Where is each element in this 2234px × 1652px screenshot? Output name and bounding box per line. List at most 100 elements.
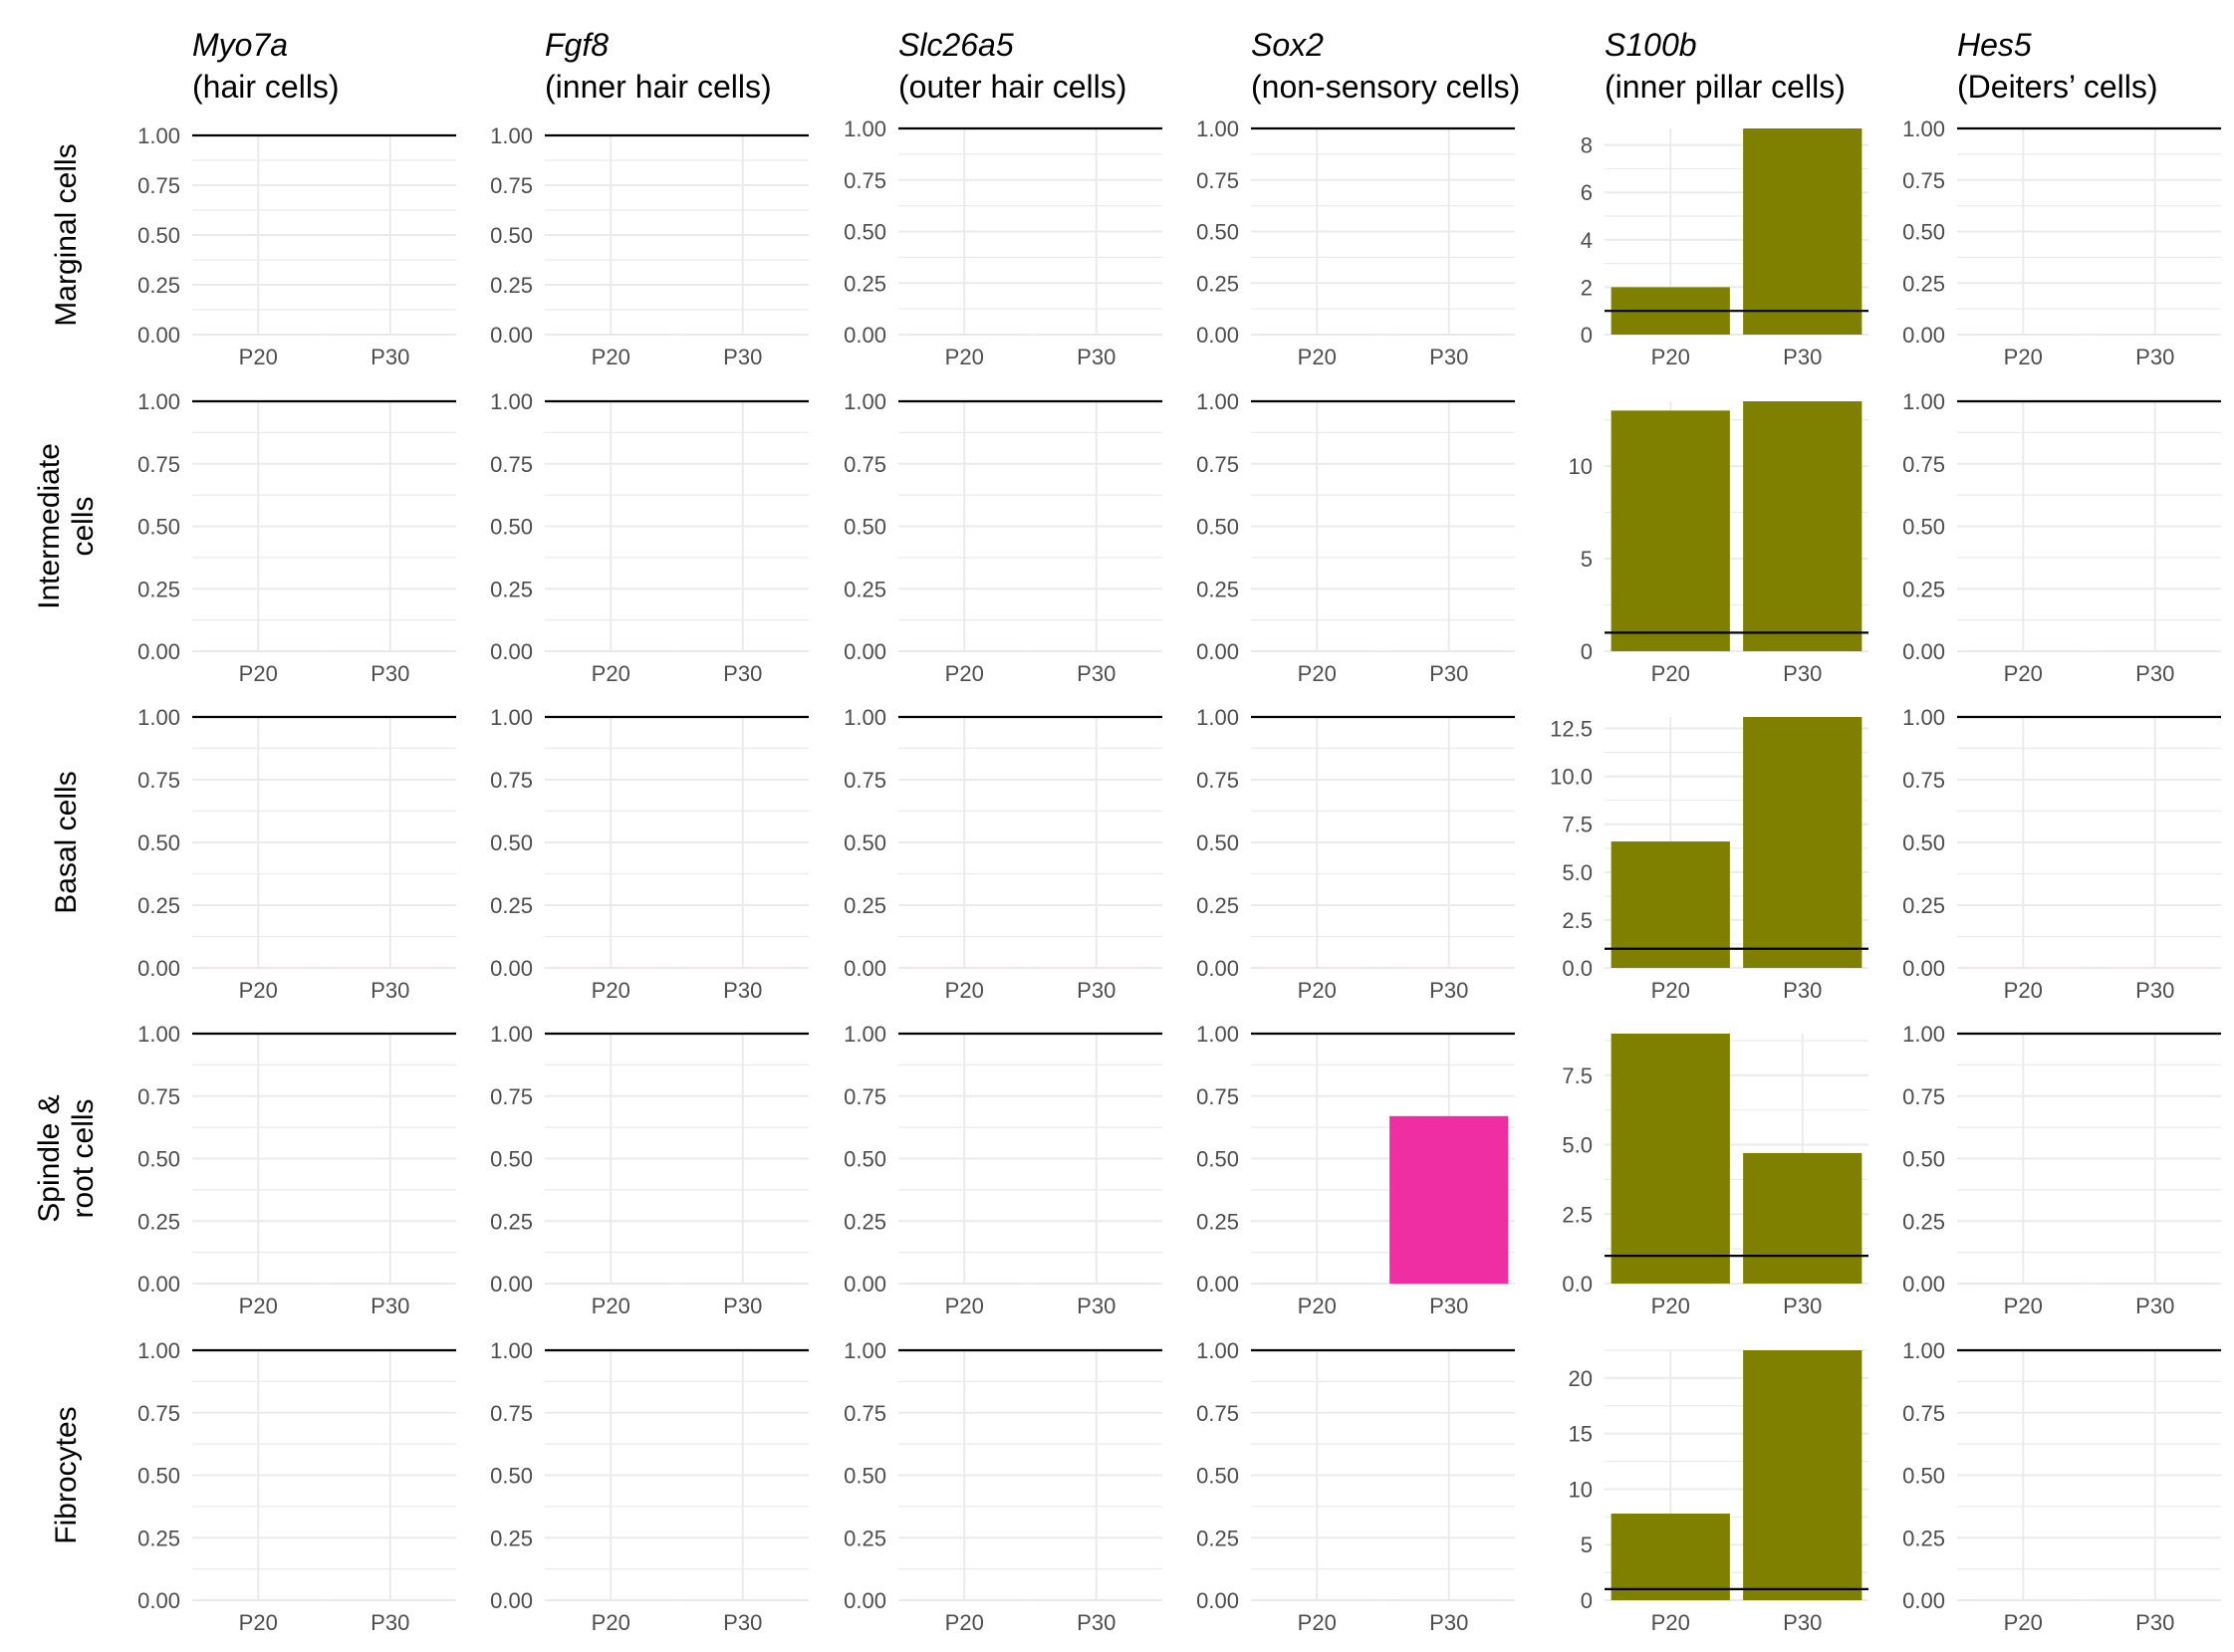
y-tick-label: 0.25 [1196,1209,1239,1234]
y-tick-label: 0.50 [490,1147,533,1172]
facet-panel: 0.00 0.25 0.50 0.75 1.00 P20 P30 [490,1022,809,1318]
x-tick-label: P20 [239,1610,278,1635]
x-tick-label: P30 [1077,661,1116,686]
y-tick-label: 0.75 [1902,1084,1945,1109]
y-tick-label: 15 [1569,1422,1593,1447]
y-tick-label: 1.00 [1196,1022,1239,1047]
x-tick-label: P30 [1077,345,1116,369]
y-tick-label: 0.25 [1902,577,1945,601]
y-tick-label: 0.50 [844,220,886,245]
facet-panel: 0 5 10 P20 P30 [1569,401,1868,686]
y-tick-label: 1.00 [844,389,886,414]
y-tick-label: 1.00 [490,1022,533,1047]
bar [1611,1034,1730,1284]
x-tick-label: P30 [723,661,762,686]
x-tick-label: P20 [2004,661,2043,686]
facet-panel: 0.00 0.25 0.50 0.75 1.00 P20 P30 [1196,705,1515,1003]
x-tick-label: P30 [2135,1610,2174,1635]
x-tick-label: P20 [1651,345,1690,369]
y-tick-label: 0.50 [1902,830,1945,855]
x-tick-label: P20 [1298,978,1337,1003]
facet-panel: 0.00 0.25 0.50 0.75 1.00 P20 P30 [844,705,1162,1003]
y-tick-label: 0.75 [1196,452,1239,477]
y-tick-label: 0.00 [844,1588,886,1613]
y-tick-label: 1.00 [1196,117,1239,141]
y-tick-label: 1.00 [137,1022,180,1047]
column-cell-type: (outer hair cells) [898,69,1126,105]
y-tick-label: 0.50 [1902,1147,1945,1172]
x-tick-label: P30 [723,1610,762,1635]
row-label-line: Spindle & [33,1094,66,1222]
y-tick-label: 0.75 [137,452,180,477]
y-tick-label: 0.0 [1562,1272,1593,1297]
y-tick-label: 0.25 [490,273,533,298]
column-cell-type: (non-sensory cells) [1251,69,1520,105]
y-tick-label: 1.00 [1902,1022,1945,1047]
y-tick-label: 0.25 [844,1209,886,1234]
y-tick-label: 0.50 [844,830,886,855]
x-tick-label: P20 [1298,1294,1337,1318]
y-tick-label: 0.25 [137,577,180,601]
y-tick-label: 5 [1581,547,1593,572]
y-tick-label: 0.75 [137,1084,180,1109]
y-tick-label: 1.00 [1196,705,1239,730]
facet-panel: 0.00 0.25 0.50 0.75 1.00 P20 P30 [137,1022,456,1318]
facet-panel: 0.00 0.25 0.50 0.75 1.00 P20 P30 [1902,1022,2221,1318]
y-tick-label: 0 [1581,639,1593,664]
y-tick-label: 5.0 [1562,1133,1593,1158]
y-tick-label: 0.00 [490,1272,533,1297]
y-tick-label: 0.50 [137,515,180,540]
column-gene-name: Hes5 [1957,27,2032,63]
facet-panel: 0.00 0.25 0.50 0.75 1.00 P20 P30 [1902,389,2221,686]
row-label-line: Basal cells [50,771,83,913]
y-tick-label: 0.75 [490,1084,533,1109]
column-title: Sox2 (non-sensory cells) [1251,27,1520,105]
bar [1743,128,1862,335]
y-tick-label: 7.5 [1562,813,1593,837]
y-tick-label: 7.5 [1562,1063,1593,1088]
y-tick-label: 1.00 [490,1338,533,1363]
y-tick-label: 1.00 [1902,117,1945,141]
bar [1743,1350,1862,1600]
x-tick-label: P20 [1651,978,1690,1003]
y-tick-label: 0.50 [844,1464,886,1489]
row-label-line: Intermediate [33,443,66,609]
column-gene-name: Myo7a [192,27,288,63]
y-tick-label: 0.50 [137,1147,180,1172]
y-tick-label: 0 [1581,323,1593,348]
x-tick-label: P20 [1298,1610,1337,1635]
x-tick-label: P20 [2004,345,2043,369]
y-tick-label: 0.25 [1196,1526,1239,1550]
bar [1611,410,1730,651]
y-tick-label: 0.00 [137,323,180,348]
y-tick-label: 0.25 [844,577,886,601]
y-tick-label: 1.00 [1902,1338,1945,1363]
y-tick-label: 0.50 [844,515,886,540]
x-tick-label: P20 [592,978,630,1003]
y-tick-label: 1.00 [1902,705,1945,730]
x-tick-label: P30 [1429,1294,1468,1318]
column-cell-type: (inner hair cells) [545,69,772,105]
column-cell-type: (hair cells) [192,69,340,105]
x-tick-label: P30 [1783,345,1822,369]
y-tick-label: 12.5 [1550,717,1593,742]
x-tick-label: P30 [1429,1610,1468,1635]
x-tick-label: P20 [2004,1610,2043,1635]
x-tick-label: P20 [1651,1610,1690,1635]
facet-panel: 0.00 0.25 0.50 0.75 1.00 P20 P30 [844,1338,1162,1635]
y-tick-label: 0.25 [137,893,180,918]
column-title: Myo7a (hair cells) [192,27,340,105]
y-tick-label: 0.25 [1902,893,1945,918]
y-tick-label: 0.50 [1902,220,1945,245]
row-label-line: Marginal cells [50,143,83,326]
y-tick-label: 1.00 [137,705,180,730]
y-tick-label: 10 [1569,454,1593,479]
facet-panel: 0.00 0.25 0.50 0.75 1.00 P20 P30 [137,705,456,1003]
facet-panel: 0.00 0.25 0.50 0.75 1.00 P20 P30 [490,1338,809,1635]
y-tick-label: 0.00 [137,956,180,981]
y-tick-label: 0.75 [844,452,886,477]
y-tick-label: 1.00 [844,117,886,141]
column-title: Fgf8 (inner hair cells) [545,27,772,105]
y-tick-label: 1.00 [490,389,533,414]
